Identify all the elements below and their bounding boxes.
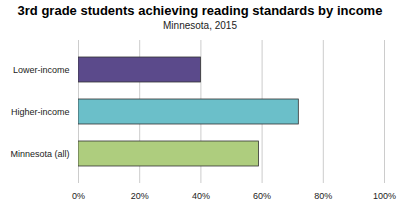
svg-text:80%: 80% bbox=[314, 191, 332, 201]
svg-text:Lower-income: Lower-income bbox=[13, 65, 70, 75]
svg-text:40%: 40% bbox=[192, 191, 210, 201]
svg-text:100%: 100% bbox=[373, 191, 396, 201]
svg-text:0%: 0% bbox=[72, 191, 85, 201]
svg-text:Higher-income: Higher-income bbox=[11, 107, 70, 117]
html-text:3rd grade students achieving r: 3rd grade students achieving reading sta… bbox=[17, 3, 383, 18]
svg-text:60%: 60% bbox=[253, 191, 271, 201]
svg-text:20%: 20% bbox=[131, 191, 149, 201]
html-text:Minnesota, 2015: Minnesota, 2015 bbox=[163, 20, 237, 31]
svg-text:Minnesota (all): Minnesota (all) bbox=[10, 149, 69, 159]
